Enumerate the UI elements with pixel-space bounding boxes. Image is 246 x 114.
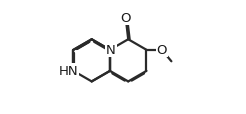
Text: N: N	[106, 44, 116, 56]
Text: O: O	[120, 12, 131, 25]
Text: O: O	[156, 44, 167, 57]
Text: HN: HN	[59, 65, 78, 78]
